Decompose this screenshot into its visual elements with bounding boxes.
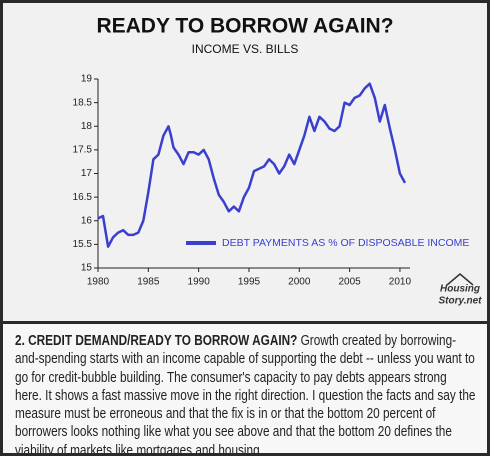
x-tick-label: 1995 xyxy=(238,277,261,288)
y-tick-label: 16 xyxy=(81,215,93,226)
y-tick-label: 18.5 xyxy=(73,97,93,108)
line-series xyxy=(97,82,407,248)
x-tick-label: 1985 xyxy=(137,277,160,288)
y-tick-label: 19 xyxy=(81,74,93,85)
y-tick-label: 15 xyxy=(81,263,93,274)
y-tick-label: 18 xyxy=(81,121,93,132)
legend-label: DEBT PAYMENTS AS % OF DISPOSABLE INCOME xyxy=(222,237,469,249)
y-tick-label: 16.5 xyxy=(73,192,93,203)
x-tick-label: 1980 xyxy=(87,277,110,288)
chart: READY TO BORROW AGAIN? INCOME VS. BILLS … xyxy=(73,15,483,307)
logo: Housing xyxy=(440,284,480,295)
chart-subtitle: INCOME VS. BILLS xyxy=(192,42,299,56)
x-tick-label: 1990 xyxy=(188,277,211,288)
y-tick-label: 17 xyxy=(81,168,93,179)
note-lead: 2. CREDIT DEMAND/READY TO BORROW AGAIN? xyxy=(15,333,298,349)
x-tick-label: 2005 xyxy=(338,277,361,288)
x-tick-label: 2010 xyxy=(389,277,412,288)
note: 2. CREDIT DEMAND/READY TO BORROW AGAIN? … xyxy=(3,321,487,456)
logo-roof xyxy=(446,273,474,286)
chart-title: READY TO BORROW AGAIN? xyxy=(96,15,393,38)
logo: Story.net xyxy=(439,296,483,307)
note-body: Growth created by borrowing-and-spending… xyxy=(15,333,476,456)
x-tick-label: 2000 xyxy=(288,277,311,288)
y-tick-label: 15.5 xyxy=(73,239,93,250)
y-tick-label: 17.5 xyxy=(73,145,93,156)
note-text: 2. CREDIT DEMAND/READY TO BORROW AGAIN? … xyxy=(15,332,476,456)
